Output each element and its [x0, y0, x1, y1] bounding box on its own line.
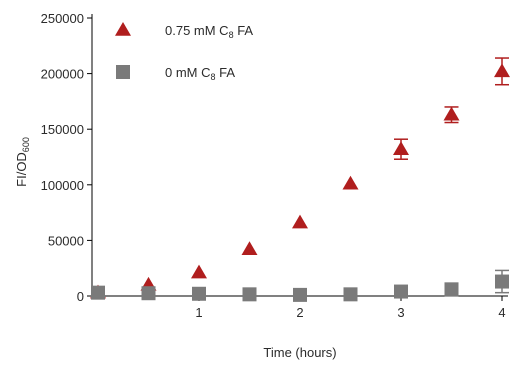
- y-tick-label: 250000: [41, 11, 84, 26]
- square-marker: [444, 282, 459, 297]
- triangle-marker: [342, 175, 359, 190]
- data-points: [90, 63, 510, 302]
- x-tick-label: 3: [397, 305, 404, 320]
- legend-label: 0 mM C8 FA: [165, 65, 235, 82]
- triangle-marker: [115, 22, 131, 36]
- y-axis-title: FI/OD600: [14, 137, 31, 187]
- legend-label-text: FA: [234, 23, 254, 38]
- triangle-marker: [241, 241, 258, 256]
- square-marker: [495, 274, 509, 289]
- legend-label-subscript: 8: [229, 30, 234, 40]
- y-ticks: 0 50000 100000 150000 200000 250000: [41, 11, 92, 304]
- triangle-marker: [494, 63, 510, 78]
- x-tick-label: 4: [498, 305, 505, 320]
- triangle-marker: [191, 264, 207, 279]
- y-tick-label: 0: [77, 289, 84, 304]
- y-axis-title-main: FI/OD: [14, 152, 29, 187]
- square-marker: [91, 285, 105, 300]
- legend-label-subscript: 8: [211, 72, 216, 82]
- square-marker: [192, 286, 206, 301]
- triangle-marker: [393, 141, 409, 155]
- x-tick-label: 1: [195, 305, 202, 320]
- legend-label-text: FA: [216, 65, 236, 80]
- square-marker: [116, 65, 130, 79]
- square-marker: [343, 287, 358, 302]
- legend-label-text: 0 mM C: [165, 65, 211, 80]
- x-tick-label: 2: [296, 305, 303, 320]
- legend: 0.75 mM C8 FA0 mM C8 FA: [115, 22, 253, 82]
- axes: [91, 14, 508, 297]
- legend-label: 0.75 mM C8 FA: [165, 23, 253, 40]
- error-bars: [394, 57, 509, 294]
- y-tick-label: 200000: [41, 67, 84, 82]
- y-axis-title-subscript: 600: [21, 137, 31, 152]
- x-axis-title: Time (hours): [263, 345, 336, 360]
- square-marker: [394, 284, 408, 299]
- triangle-marker: [292, 214, 308, 229]
- triangle-marker: [443, 106, 460, 121]
- y-tick-label: 50000: [48, 233, 84, 248]
- y-tick-label: 150000: [41, 122, 84, 137]
- square-marker: [141, 286, 156, 301]
- legend-label-text: 0.75 mM C: [165, 23, 229, 38]
- square-marker: [242, 287, 257, 302]
- square-marker: [293, 287, 307, 302]
- y-tick-label: 100000: [41, 178, 84, 193]
